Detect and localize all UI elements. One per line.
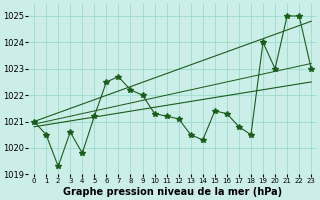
X-axis label: Graphe pression niveau de la mer (hPa): Graphe pression niveau de la mer (hPa) [63, 187, 282, 197]
